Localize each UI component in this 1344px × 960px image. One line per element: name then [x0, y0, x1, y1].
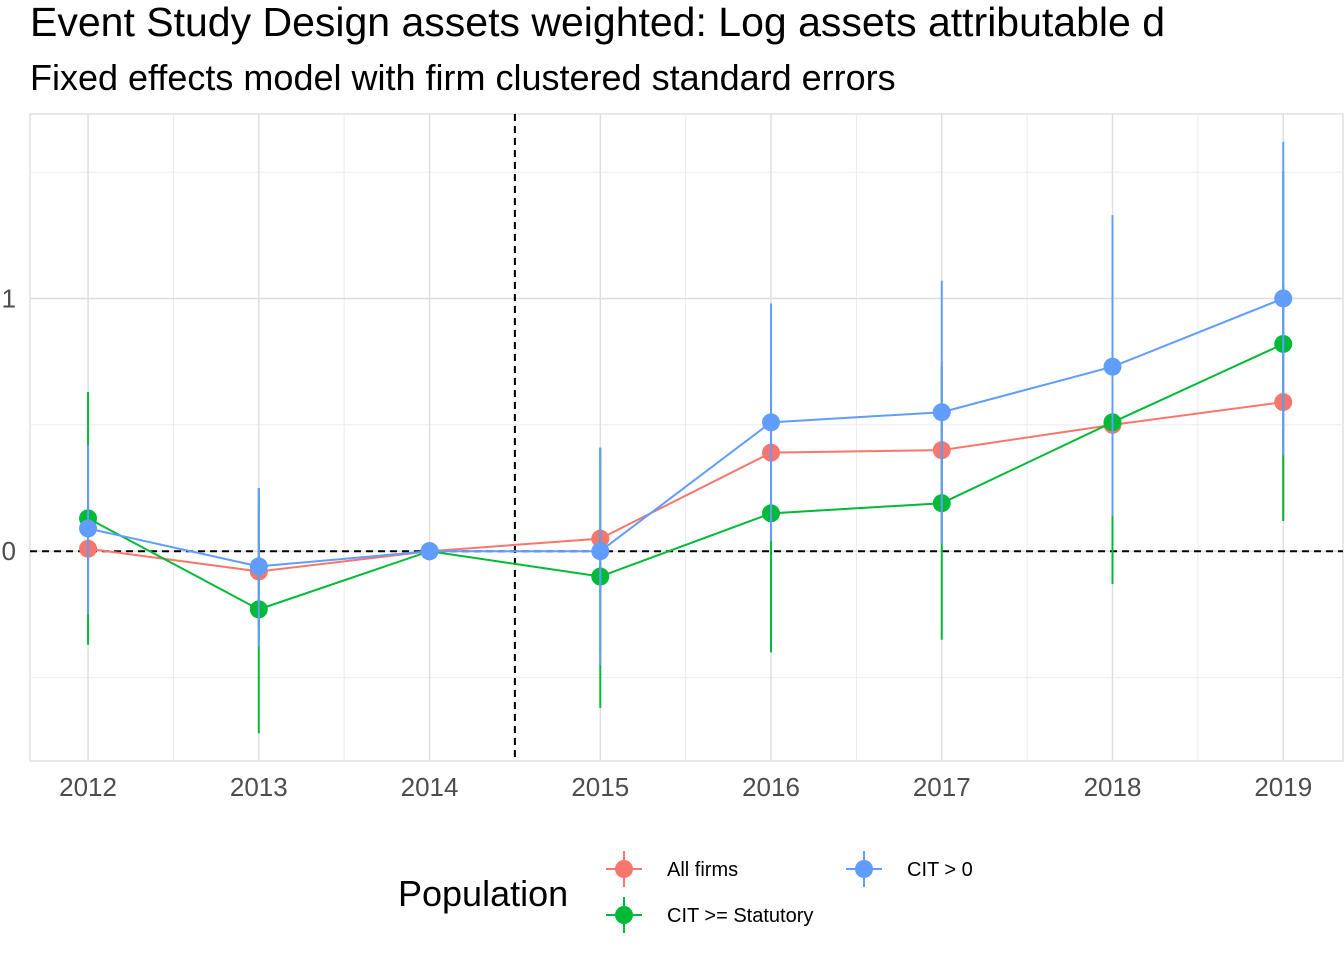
y-tick-label: 1 — [2, 283, 16, 313]
data-point — [591, 542, 610, 561]
series-line — [87, 297, 1284, 568]
data-point — [762, 413, 781, 432]
grid-layer — [30, 114, 1343, 761]
legend-item-0: All firms — [606, 851, 738, 887]
data-point — [1274, 289, 1293, 308]
legend: Population All firms CIT >= Statutory CIT … — [398, 851, 973, 933]
x-tick-label: 2015 — [571, 772, 629, 802]
legend-item-2: CIT > 0 — [846, 851, 973, 887]
chart-subtitle: Fixed effects model with firm clustered … — [30, 57, 896, 98]
legend-label: All firms — [667, 859, 738, 881]
data-point — [1103, 357, 1122, 376]
legend-key-point — [615, 860, 633, 878]
x-tick-label: 2018 — [1084, 772, 1142, 802]
data-point — [79, 519, 98, 538]
legend-label: CIT >= Statutory — [667, 905, 813, 927]
reference-lines — [30, 114, 1343, 761]
x-tick-label: 2016 — [742, 772, 800, 802]
plot-panel — [29, 113, 1344, 762]
data-point — [932, 403, 951, 422]
legend-item-1: CIT >= Statutory — [606, 897, 813, 933]
series-line — [87, 401, 1284, 573]
x-tick-label: 2013 — [230, 772, 288, 802]
x-tick-label: 2012 — [59, 772, 117, 802]
series-2 — [79, 141, 1293, 665]
legend-key-point — [615, 906, 633, 924]
x-tick-label: 2019 — [1254, 772, 1312, 802]
data-point — [249, 557, 268, 576]
legend-key-point — [855, 860, 873, 878]
chart-title: Event Study Design assets weighted: Log … — [30, 0, 1166, 45]
x-tick-label: 2014 — [401, 772, 459, 802]
legend-label: CIT > 0 — [907, 859, 973, 881]
data-point — [420, 542, 439, 561]
y-tick-label: 0 — [2, 536, 16, 566]
legend-title: Population — [398, 873, 568, 914]
series-layer — [79, 141, 1293, 734]
axis-layer: 2012 2013 2014 2015 2016 2017 2018 2019 0 1 — [2, 283, 1313, 802]
series-line — [87, 343, 1284, 611]
x-tick-label: 2017 — [913, 772, 971, 802]
